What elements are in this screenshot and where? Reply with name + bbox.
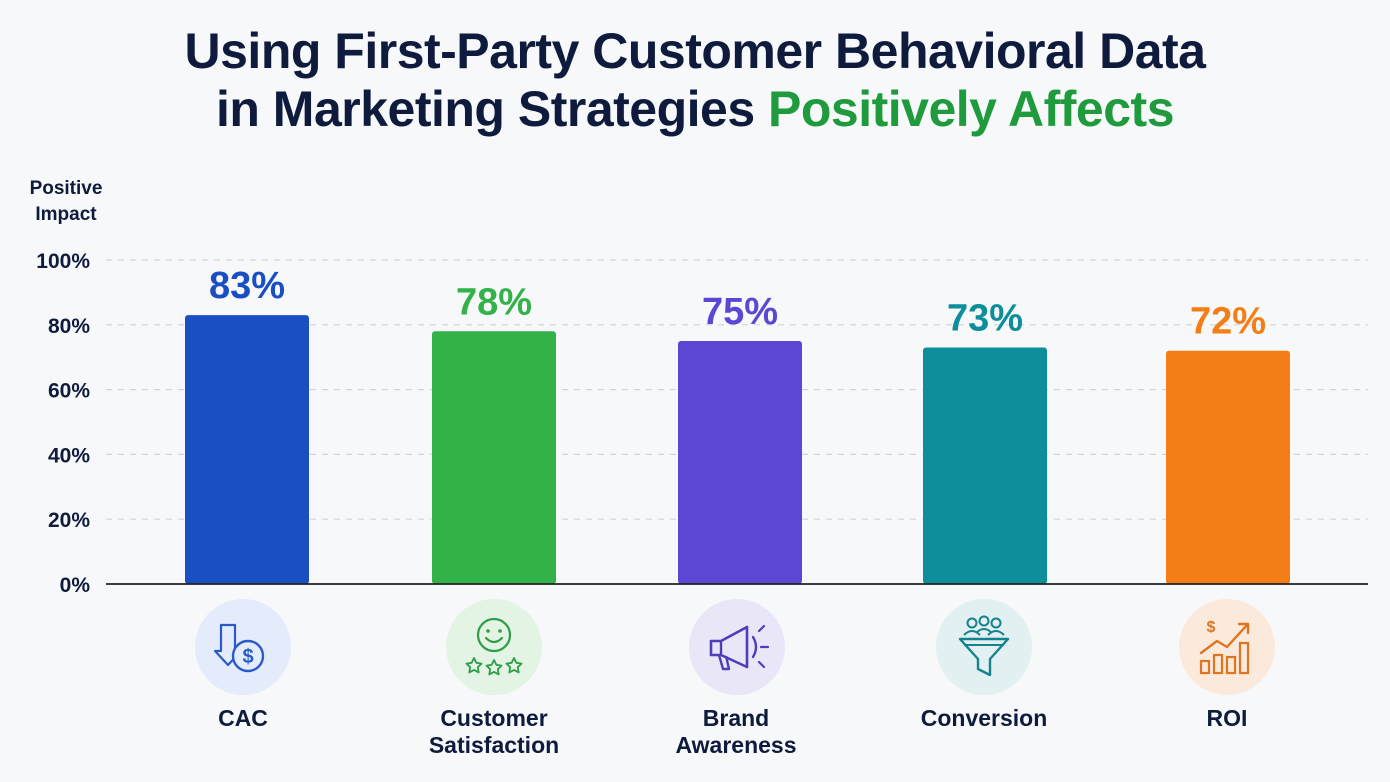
smiley-stars-icon [446,599,542,695]
growth-chart-icon: $ [1179,599,1275,695]
megaphone-icon-svg [689,599,785,695]
category-label-customer-satisfaction: Customer Satisfaction [394,705,594,759]
bar-value-label: 75% [702,291,778,333]
bar-value-label: 83% [209,265,285,307]
title-line-2-main: in Marketing Strategies [215,81,769,137]
megaphone-icon [689,599,785,695]
category-label-line: Satisfaction [428,732,560,758]
y-tick-label: 100% [36,250,90,273]
y-axis-label: Positive Impact [29,178,103,225]
funnel-people-icon-svg [936,599,1032,695]
title-line-2-accent: Positively Affects [768,81,1174,137]
funnel-people-icon [936,599,1032,695]
svg-text:$: $ [1207,619,1216,636]
y-tick-label: 20% [48,509,90,532]
chart-title: Using First-Party Customer Behavioral Da… [0,22,1390,138]
category-label-line: Awareness [675,732,797,758]
bar [185,315,309,584]
growth-chart-icon-svg: $ [1179,599,1275,695]
title-line-1: Using First-Party Customer Behavioral Da… [184,23,1206,79]
dollar-down-icon: $ [195,599,291,695]
bar-value-label: 72% [1190,301,1266,343]
category-label-line: Conversion [920,705,1048,731]
y-tick-label: 40% [48,444,90,467]
dollar-down-icon-svg: $ [195,599,291,695]
category-label-conversion: Conversion [884,705,1084,732]
category-label-line: Customer [440,705,548,731]
category-label-cac: CAC [143,705,343,732]
category-label-roi: ROI [1127,705,1327,732]
svg-text:$: $ [242,646,253,668]
title-line-2: in Marketing Strategies Positively Affec… [0,80,1390,138]
smiley-stars-icon-svg [446,599,542,695]
bar [1166,350,1290,584]
bar [923,347,1047,584]
bar-chart: 0% 20% 40% 60% 80% 100% 83% 78% 75% 73% 72% [36,250,1368,597]
bar [678,341,802,584]
bar [432,331,556,584]
category-label-line: ROI [1206,705,1248,731]
bar-value-label: 78% [456,281,532,323]
bar-value-label: 73% [947,297,1023,339]
y-tick-label: 0% [60,574,91,597]
category-label-brand-awareness: Brand Awareness [636,705,836,759]
y-tick-label: 80% [48,315,90,338]
y-tick-label: 60% [48,380,90,403]
category-label-line: CAC [218,705,268,731]
category-label-line: Brand [702,705,770,731]
